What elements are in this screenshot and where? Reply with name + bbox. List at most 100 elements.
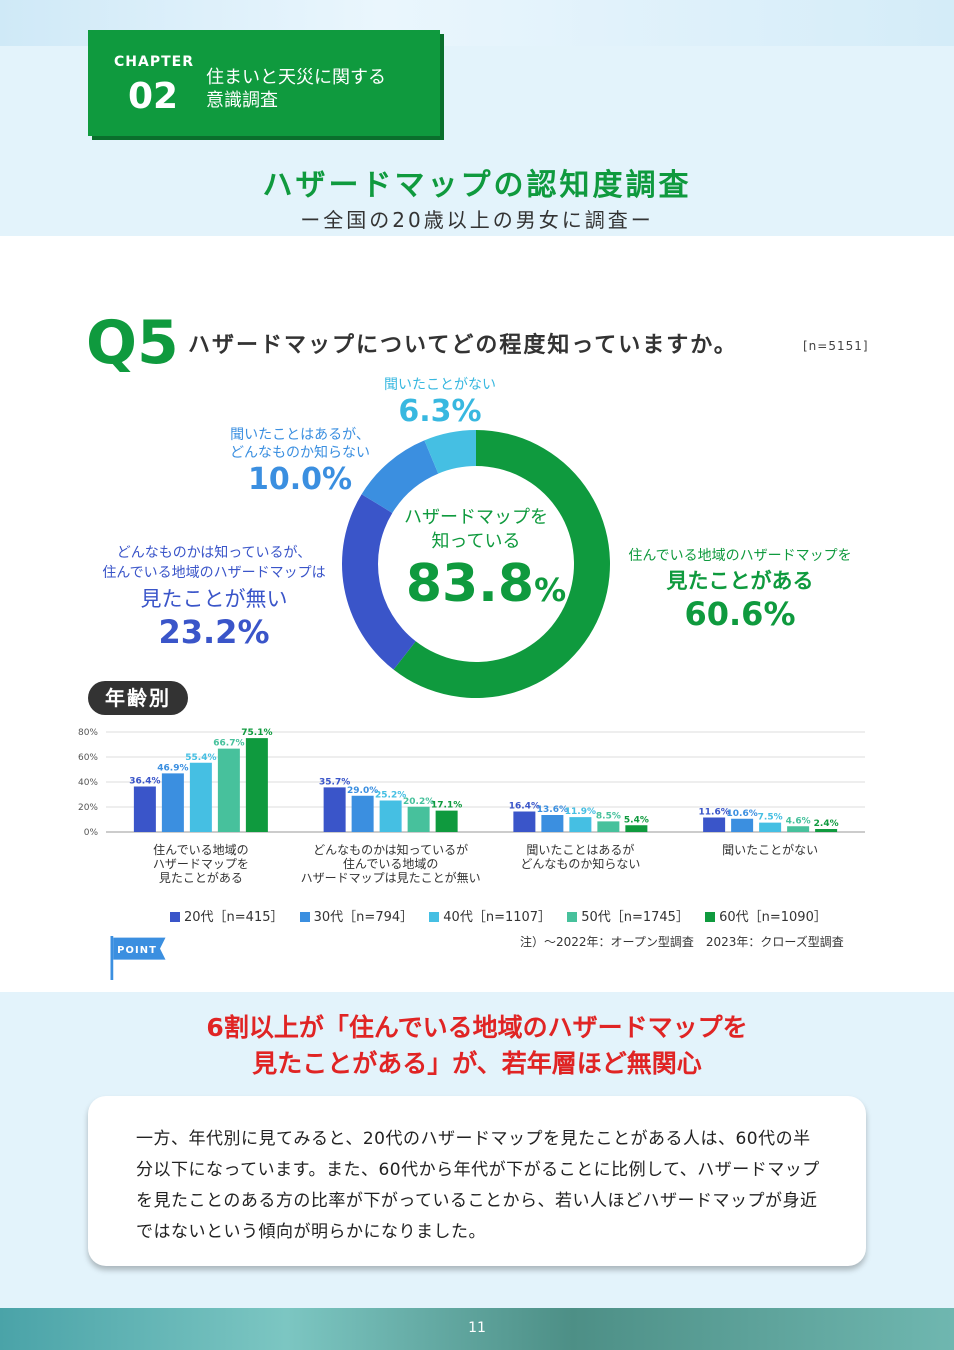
bar <box>815 829 838 832</box>
point-body-card: 一方、年代別に見てみると、20代のハザードマップを見たことがある人は、60代の半… <box>88 1096 866 1266</box>
bar-value-label: 2.4% <box>814 819 839 829</box>
legend-item-20s: 20代［n=415］ <box>170 910 284 925</box>
y-tick-label: 60% <box>78 753 98 763</box>
bar <box>703 817 726 832</box>
chapter-number: 02 <box>128 76 179 117</box>
question-number: Q5 <box>86 308 179 378</box>
chart-legend: 20代［n=415］ 30代［n=794］ 40代［n=1107］ 50代［n=… <box>170 906 839 925</box>
legend-label-60s: 60代［n=1090］ <box>719 910 827 925</box>
bar-value-label: 20.2% <box>403 797 434 807</box>
legend-item-30s: 30代［n=794］ <box>299 910 414 925</box>
bar <box>379 800 402 832</box>
category-label: ハザードマップを <box>153 857 249 871</box>
category-label: 聞いたことがない <box>722 842 818 857</box>
bar-value-label: 29.0% <box>347 786 378 796</box>
y-tick-label: 0% <box>84 828 99 838</box>
bar-value-label: 46.9% <box>157 763 188 773</box>
bar-value-label: 10.6% <box>727 809 758 819</box>
age-bar-chart: 0% 20% 40% 60% 80% 36.4% 46.9%55.4% 66.7%75.1% 住… <box>78 728 865 885</box>
bar <box>133 786 156 832</box>
legend-label-40s: 40代［n=1107］ <box>443 910 552 925</box>
label-never: 聞いたことがない 6.3% <box>360 374 520 429</box>
donut-center-value: 83.8% <box>396 554 576 614</box>
label-seen: 住んでいる地域のハザードマップを 見たことがある 60.6% <box>610 545 870 633</box>
bar-value-label: 55.4% <box>185 753 216 763</box>
point-title: 6割以上が「住んでいる地域のハザードマップを 見たことがある」が、若年層ほど無関… <box>0 1010 954 1082</box>
bar-value-label: 5.4% <box>624 815 649 825</box>
label-heard-value: 10.0% <box>247 462 353 497</box>
bar <box>597 821 620 832</box>
chapter-badge: CHAPTER 02 住まいと天災に関する 意識調査 <box>88 30 440 136</box>
survey-note: 注）〜2022年：オープン型調査 2023年：クローズ型調査 <box>520 935 844 949</box>
bar-value-label: 36.4% <box>129 777 160 787</box>
question-text: ハザードマップについてどの程度知っていますか。 <box>188 333 738 358</box>
bar-value-label: 11.6% <box>699 808 730 818</box>
bar <box>759 822 782 832</box>
point-label: POINT <box>117 945 157 956</box>
bar <box>189 762 212 832</box>
y-tick-label: 40% <box>78 778 98 788</box>
donut-center-unit: % <box>534 571 567 609</box>
label-not-seen-line1: どんなものかは知っているが、 <box>116 545 312 561</box>
age-section-tag: 年齢別 <box>88 681 188 715</box>
bar <box>731 818 754 832</box>
bar-value-label: 75.1% <box>241 728 272 738</box>
label-not-seen-value: 23.2% <box>158 613 270 651</box>
bar-value-label: 13.6% <box>537 805 568 815</box>
label-not-seen-line2: 住んでいる地域のハザードマップは <box>102 565 326 581</box>
chapter-label: CHAPTER <box>114 54 194 70</box>
chapter-title-line2: 意識調査 <box>206 90 278 111</box>
legend-item-60s: 60代［n=1090］ <box>705 910 827 925</box>
bar <box>435 810 458 832</box>
page-subtitle: ー全国の20歳以上の男女に調査ー <box>300 208 654 232</box>
category-label: 聞いたことはあるが <box>526 842 634 857</box>
bar-value-label: 8.5% <box>596 811 621 821</box>
bar-value-label: 16.4% <box>509 802 540 812</box>
donut-center-line1: ハザードマップを <box>404 507 548 528</box>
donut-center-number: 83.8 <box>405 554 535 614</box>
bar <box>625 825 648 832</box>
bar <box>245 738 268 832</box>
category-label: どんなものか知らない <box>520 857 640 871</box>
label-not-seen-line3: 見たことが無い <box>140 587 288 611</box>
bottom-decoration-band <box>0 1308 954 1350</box>
chapter-title: 住まいと天災に関する 意識調査 <box>206 66 426 112</box>
donut-slice-heard <box>361 440 439 513</box>
page-number: 11 <box>468 1320 486 1336</box>
bar <box>407 806 430 832</box>
point-title-line2: 見たことがある」が、若年層ほど無関心 <box>252 1049 702 1078</box>
legend-item-50s: 50代［n=1745］ <box>567 910 689 925</box>
donut-slice-seen <box>393 430 610 698</box>
legend-label-50s: 50代［n=1745］ <box>581 910 689 925</box>
legend-item-40s: 40代［n=1107］ <box>429 910 551 925</box>
donut-chart <box>342 430 610 698</box>
category-label: ハザードマップは見たことが無い <box>301 870 481 885</box>
label-not-seen: どんなものかは知っているが、 住んでいる地域のハザードマップは 見たことが無い … <box>86 543 342 651</box>
category-label: 見たことがある <box>159 870 243 885</box>
legend-label-30s: 30代［n=794］ <box>313 910 414 925</box>
label-heard-line2: どんなものか知らない <box>230 445 370 461</box>
point-body-text: 一方、年代別に見てみると、20代のハザードマップを見たことがある人は、60代の半… <box>136 1129 820 1242</box>
page-title: ハザードマップの認知度調査 <box>262 168 692 203</box>
legend-label-20s: 20代［n=415］ <box>184 910 284 925</box>
category-label: 住んでいる地域の <box>153 843 248 857</box>
point-flag-icon: POINT <box>110 936 166 980</box>
bar <box>541 815 564 832</box>
label-seen-line1: 住んでいる地域のハザードマップを <box>628 548 852 564</box>
donut-center-line2: 知っている <box>431 531 521 552</box>
bar-value-label: 7.5% <box>758 813 783 823</box>
label-heard-line1: 聞いたことはあるが、 <box>230 427 370 443</box>
label-seen-line2: 見たことがある <box>666 569 814 593</box>
category-label: 住んでいる地域の <box>343 857 438 871</box>
donut-slice-not-seen <box>342 494 416 670</box>
bar <box>513 811 536 832</box>
bar-value-label: 66.7% <box>213 739 244 749</box>
bar-value-label: 25.2% <box>375 791 406 801</box>
category-label: どんなものかは知っているが <box>313 842 468 857</box>
bar-value-label: 4.6% <box>786 816 811 826</box>
question-sample-size: [n=5151] <box>803 339 869 353</box>
bar <box>787 826 810 832</box>
donut-slice-never <box>424 430 476 474</box>
label-seen-value: 60.6% <box>684 595 796 633</box>
bar-value-label: 17.1% <box>431 801 462 811</box>
